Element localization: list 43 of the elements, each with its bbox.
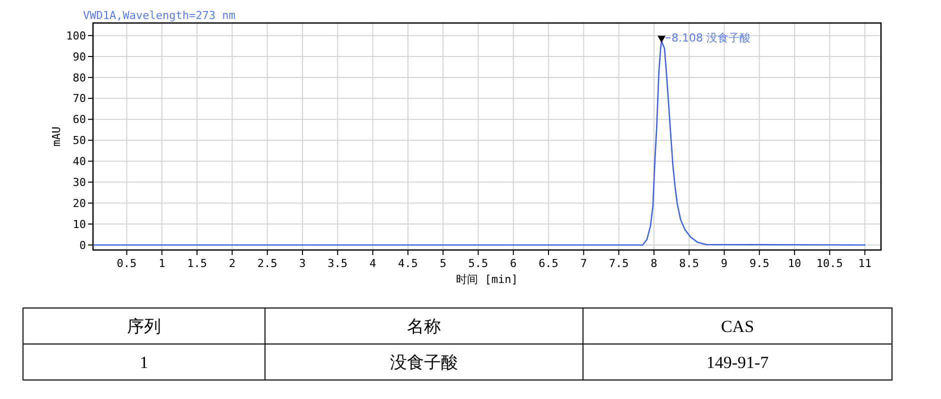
- x-tick-label: 0.5: [116, 257, 137, 270]
- annotation: 8.108 没食子酸: [672, 32, 751, 45]
- x-tick-label: 6.5: [538, 257, 558, 270]
- y-tick-label: 70: [72, 92, 86, 106]
- x-tick-label: 10: [788, 257, 802, 270]
- text: 1: [140, 352, 148, 372]
- y-tick-label: 80: [72, 71, 86, 84]
- text: 149-91-7: [706, 352, 770, 372]
- x-tick-label: 2.5: [257, 257, 278, 270]
- text: 序列: [127, 316, 161, 336]
- y-axis-title: mAU: [50, 126, 63, 146]
- x-tick-label: 9.5: [749, 257, 770, 270]
- x-tick-label: 7.5: [608, 257, 629, 270]
- x-tick-label: 3: [299, 257, 306, 270]
- x-tick-label: 7: [580, 257, 587, 270]
- x-tick-label: 8: [650, 257, 658, 270]
- x-tick-label: 9: [720, 257, 728, 270]
- y-tick-label: 20: [72, 196, 86, 210]
- y-tick-label: 90: [72, 50, 86, 64]
- x-tick-label: 10.5: [816, 257, 843, 270]
- text: 名称: [407, 316, 441, 336]
- x-tick-label: 8.5: [679, 257, 700, 270]
- x-tick-label: 3.5: [328, 257, 348, 270]
- x-tick-label: 5.5: [468, 257, 488, 270]
- x-tick-label: 1.5: [187, 257, 207, 270]
- x-tick-label: 1: [158, 257, 166, 270]
- y-tick-label: 100: [66, 29, 86, 42]
- y-tick-label: 10: [72, 218, 86, 231]
- x-tick-label: 6: [510, 257, 517, 270]
- x-tick-label: 4.5: [398, 257, 418, 270]
- y-tick-label: 0: [79, 238, 86, 252]
- chart-title: VWD1A,Wavelength=273 nm: [83, 9, 236, 22]
- text: CAS: [720, 316, 754, 336]
- x-tick-label: 11: [858, 257, 872, 270]
- x-tick-label: 2: [228, 257, 236, 270]
- x-axis-title: 时间 [min]: [456, 273, 518, 286]
- x-tick-label: 5: [440, 257, 446, 270]
- y-tick-label: 60: [72, 113, 86, 126]
- y-tick-label: 40: [72, 155, 86, 168]
- x-tick-label: 4: [369, 257, 376, 270]
- y-tick-label: 30: [72, 176, 86, 189]
- text: 没食子酸: [390, 352, 458, 372]
- y-tick-label: 50: [72, 134, 86, 148]
